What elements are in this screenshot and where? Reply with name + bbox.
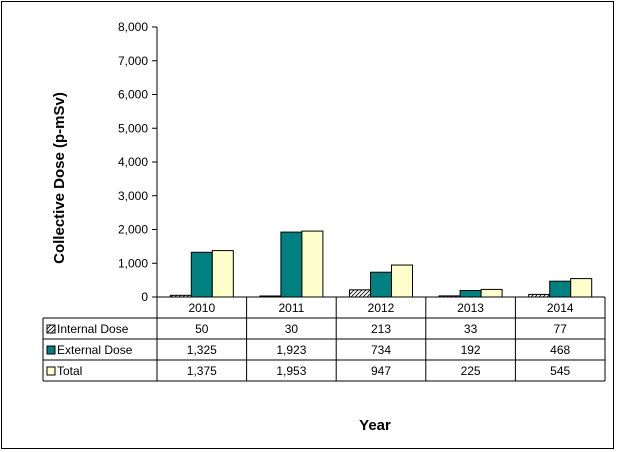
table-value: 30 (285, 322, 299, 336)
bar-total-2010 (211, 250, 234, 298)
y-tick-label: 8,000 (118, 20, 148, 34)
bar-internal-dose-2012 (349, 289, 371, 298)
y-tick-label: 2,000 (118, 223, 148, 237)
bar-external-dose-2013 (459, 290, 482, 298)
table-value: 77 (554, 322, 568, 336)
legend-key-external-dose (46, 345, 56, 355)
table-value: 734 (371, 343, 391, 357)
bar-total-2013 (480, 288, 503, 298)
bar-total-2014 (570, 278, 593, 298)
x-tick-label: 2011 (278, 301, 304, 315)
y-tick-label: 4,000 (118, 155, 148, 169)
bar-external-dose-2012 (370, 271, 392, 298)
legend-key-internal-dose (46, 324, 56, 334)
x-axis-title: Year (359, 417, 391, 434)
x-tick-label: 2014 (547, 301, 574, 315)
table-value: 947 (371, 364, 391, 378)
x-tick-label: 2010 (188, 301, 215, 315)
y-tick-label: 6,000 (118, 88, 148, 102)
table-value: 1,325 (187, 343, 217, 357)
bar-external-dose-2011 (280, 231, 303, 298)
bar-total-2011 (301, 230, 324, 298)
table-value: 1,923 (276, 343, 306, 357)
bar-total-2012 (391, 264, 413, 298)
y-tick-label: 5,000 (118, 121, 148, 135)
y-axis-title: Collective Dose (p-mSv) (51, 92, 68, 264)
legend-label: External Dose (57, 343, 133, 357)
table-value: 545 (550, 364, 570, 378)
table-value: 1,953 (276, 364, 306, 378)
table-value: 225 (461, 364, 481, 378)
y-tick-label: 3,000 (118, 189, 148, 203)
table-value: 192 (461, 343, 481, 357)
legend-key-total (46, 366, 56, 376)
table-value: 213 (371, 322, 391, 336)
table-value: 1,375 (187, 364, 217, 378)
y-tick-label: 1,000 (118, 256, 148, 270)
y-tick-label: 7,000 (118, 54, 148, 68)
x-tick-label: 2013 (457, 301, 484, 315)
table-value: 468 (550, 343, 570, 357)
legend-label: Internal Dose (57, 322, 129, 336)
bar-external-dose-2014 (549, 280, 572, 298)
table-value: 33 (464, 322, 478, 336)
y-tick-label: 0 (141, 290, 148, 304)
legend-label: Total (57, 364, 82, 378)
table-value: 50 (195, 322, 209, 336)
bar-external-dose-2010 (190, 251, 213, 298)
x-tick-label: 2012 (368, 301, 395, 315)
